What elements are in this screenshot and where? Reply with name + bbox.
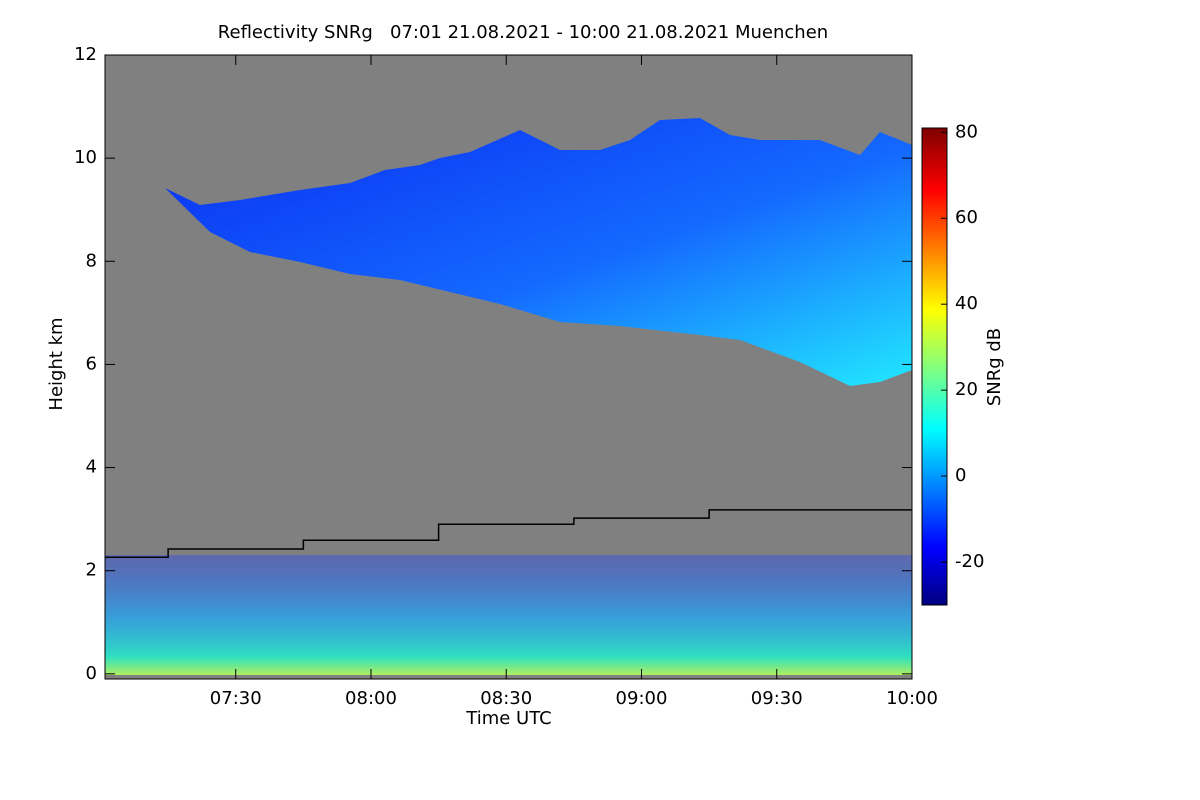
x-axis-label: Time UTC: [465, 708, 551, 729]
x-tick-label: 09:30: [751, 688, 803, 709]
chart-title: Reflectivity SNRg 07:01 21.08.2021 - 10:…: [218, 22, 828, 43]
y-tick-label: 6: [86, 353, 97, 374]
colorbar-tick-label: 0: [955, 465, 966, 486]
y-tick-label: 10: [74, 147, 97, 168]
y-tick-label: 4: [86, 457, 97, 478]
y-axis-label: Height km: [46, 317, 67, 410]
y-tick-label: 8: [86, 250, 97, 271]
colorbar: [921, 127, 948, 606]
colorbar-label: SNRg dB: [984, 328, 1005, 406]
x-tick-label: 10:00: [886, 688, 938, 709]
y-tick-label: 12: [74, 44, 97, 65]
y-tick-label: 2: [86, 560, 97, 581]
x-tick-label: 08:00: [345, 688, 397, 709]
y-tick-label: 0: [86, 663, 97, 684]
plot-frame: [104, 54, 913, 680]
colorbar-tick-label: -20: [955, 551, 984, 572]
boundary-line: [105, 509, 912, 559]
cloud-echo: [165, 118, 912, 386]
x-tick-label: 07:30: [210, 688, 262, 709]
colorbar-tick-label: 40: [955, 293, 978, 314]
ground-echo: [105, 555, 912, 675]
colorbar-tick-label: 80: [955, 121, 978, 142]
colorbar-tick-label: 60: [955, 207, 978, 228]
x-tick-label: 08:30: [480, 688, 532, 709]
x-tick-label: 09:00: [616, 688, 668, 709]
colorbar-tick-label: 20: [955, 379, 978, 400]
